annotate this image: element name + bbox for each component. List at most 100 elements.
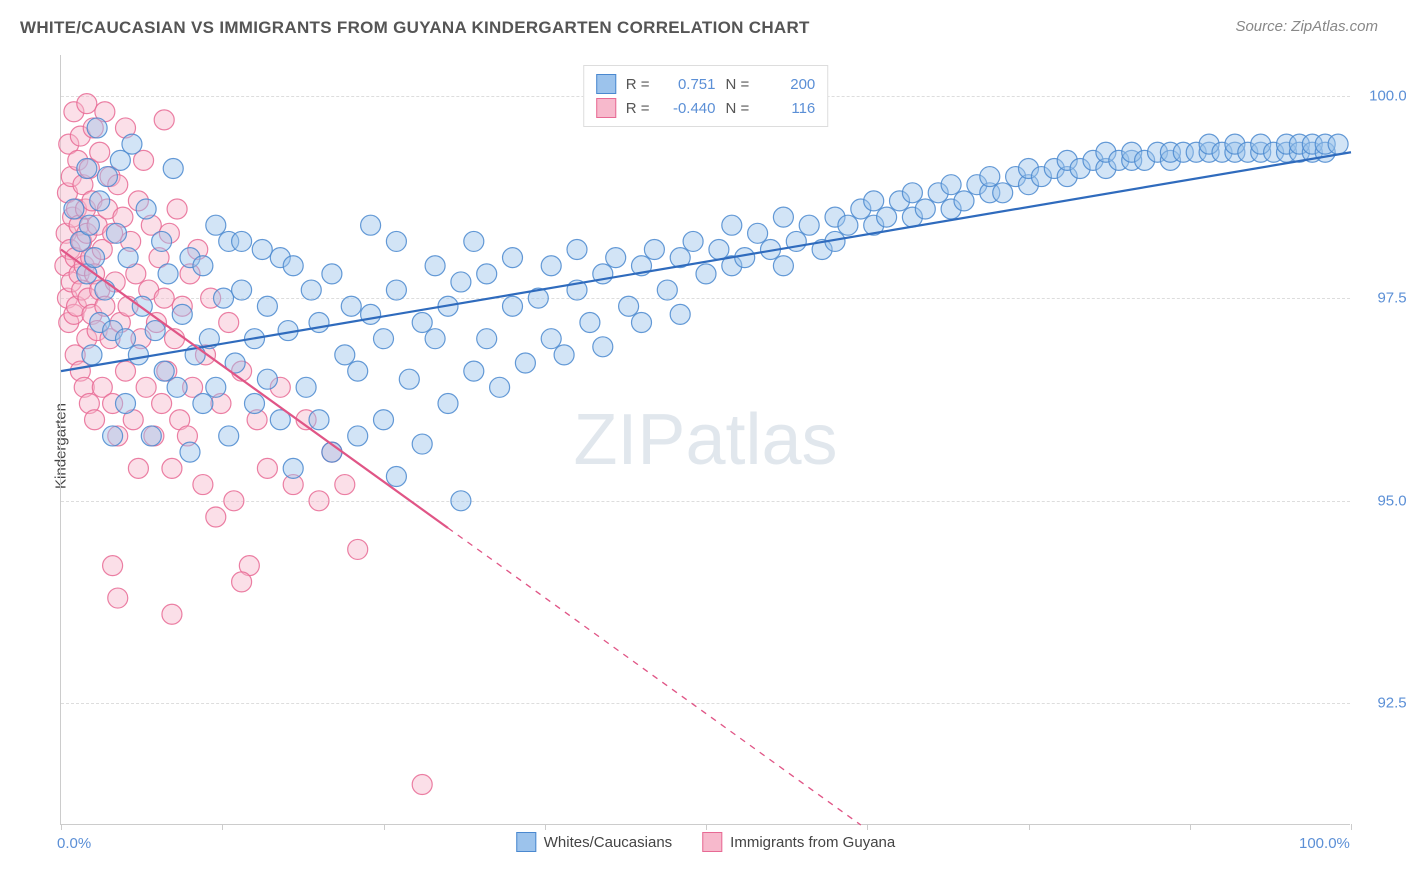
- data-point: [374, 329, 394, 349]
- data-point: [412, 774, 432, 794]
- data-point: [554, 345, 574, 365]
- data-point: [206, 377, 226, 397]
- chart-title: WHITE/CAUCASIAN VS IMMIGRANTS FROM GUYAN…: [20, 18, 810, 38]
- xtick-label: 100.0%: [1299, 835, 1350, 852]
- xtick-mark: [61, 824, 62, 830]
- xtick-label: 0.0%: [57, 835, 91, 852]
- data-point: [214, 288, 234, 308]
- data-point: [386, 231, 406, 251]
- data-point: [193, 256, 213, 276]
- n-value-blue: 200: [759, 76, 815, 93]
- data-point: [232, 280, 252, 300]
- data-point: [773, 256, 793, 276]
- data-point: [341, 296, 361, 316]
- data-point: [180, 442, 200, 462]
- data-point: [606, 248, 626, 268]
- data-point: [296, 377, 316, 397]
- data-point: [103, 426, 123, 446]
- data-point: [128, 345, 148, 365]
- data-point: [477, 264, 497, 284]
- legend-row-blue: R = 0.751 N = 200: [596, 72, 816, 96]
- data-point: [412, 312, 432, 332]
- xtick-mark: [384, 824, 385, 830]
- data-point: [464, 361, 484, 381]
- data-point: [154, 110, 174, 130]
- data-point: [709, 240, 729, 260]
- data-point: [167, 199, 187, 219]
- data-point: [657, 280, 677, 300]
- data-point: [309, 491, 329, 511]
- data-point: [141, 426, 161, 446]
- data-point: [902, 183, 922, 203]
- r-value-blue: 0.751: [660, 76, 716, 93]
- legend-item-pink: Immigrants from Guyana: [702, 832, 895, 852]
- xtick-mark: [222, 824, 223, 830]
- legend-statistics: R = 0.751 N = 200 R = -0.440 N = 116: [583, 65, 829, 127]
- data-point: [95, 280, 115, 300]
- data-point: [232, 231, 252, 251]
- data-point: [106, 223, 126, 243]
- data-point: [451, 491, 471, 511]
- data-point: [224, 491, 244, 511]
- legend-swatch-pink: [702, 832, 722, 852]
- data-point: [158, 264, 178, 284]
- data-point: [412, 434, 432, 454]
- data-point: [799, 215, 819, 235]
- data-point: [257, 369, 277, 389]
- data-point: [593, 337, 613, 357]
- data-point: [257, 458, 277, 478]
- data-point: [116, 394, 136, 414]
- data-point: [619, 296, 639, 316]
- data-point: [172, 304, 192, 324]
- data-point: [399, 369, 419, 389]
- xtick-mark: [1351, 824, 1352, 830]
- chart-area: ZIPatlas R = 0.751 N = 200 R = -0.440 N …: [60, 55, 1350, 825]
- data-point: [451, 272, 471, 292]
- data-point: [167, 377, 187, 397]
- data-point: [154, 288, 174, 308]
- data-point: [136, 199, 156, 219]
- data-point: [877, 207, 897, 227]
- data-point: [515, 353, 535, 373]
- data-point: [118, 248, 138, 268]
- data-point: [85, 248, 105, 268]
- data-point: [122, 134, 142, 154]
- ytick-label: 92.5%: [1377, 695, 1406, 712]
- data-point: [425, 329, 445, 349]
- data-point: [301, 280, 321, 300]
- data-point: [232, 572, 252, 592]
- data-point: [97, 167, 117, 187]
- data-point: [941, 175, 961, 195]
- data-point: [632, 312, 652, 332]
- trend-line: [61, 152, 1351, 371]
- data-point: [696, 264, 716, 284]
- data-point: [245, 394, 265, 414]
- data-point: [477, 329, 497, 349]
- xtick-mark: [1190, 824, 1191, 830]
- data-point: [163, 158, 183, 178]
- data-point: [503, 296, 523, 316]
- data-point: [136, 377, 156, 397]
- source-attribution: Source: ZipAtlas.com: [1235, 18, 1378, 35]
- legend-series: Whites/Caucasians Immigrants from Guyana: [516, 832, 895, 852]
- data-point: [361, 215, 381, 235]
- legend-label-blue: Whites/Caucasians: [544, 834, 672, 851]
- data-point: [152, 231, 172, 251]
- data-point: [309, 410, 329, 430]
- data-point: [954, 191, 974, 211]
- data-point: [116, 361, 136, 381]
- r-value-pink: -0.440: [660, 100, 716, 117]
- n-value-pink: 116: [759, 100, 815, 117]
- data-point: [503, 248, 523, 268]
- data-point: [838, 215, 858, 235]
- data-point: [1328, 134, 1348, 154]
- data-point: [644, 240, 664, 260]
- data-point: [193, 475, 213, 495]
- data-point: [85, 410, 105, 430]
- legend-swatch-blue: [516, 832, 536, 852]
- scatter-plot: [61, 55, 1350, 824]
- data-point: [670, 304, 690, 324]
- data-point: [108, 588, 128, 608]
- data-point: [335, 475, 355, 495]
- data-point: [735, 248, 755, 268]
